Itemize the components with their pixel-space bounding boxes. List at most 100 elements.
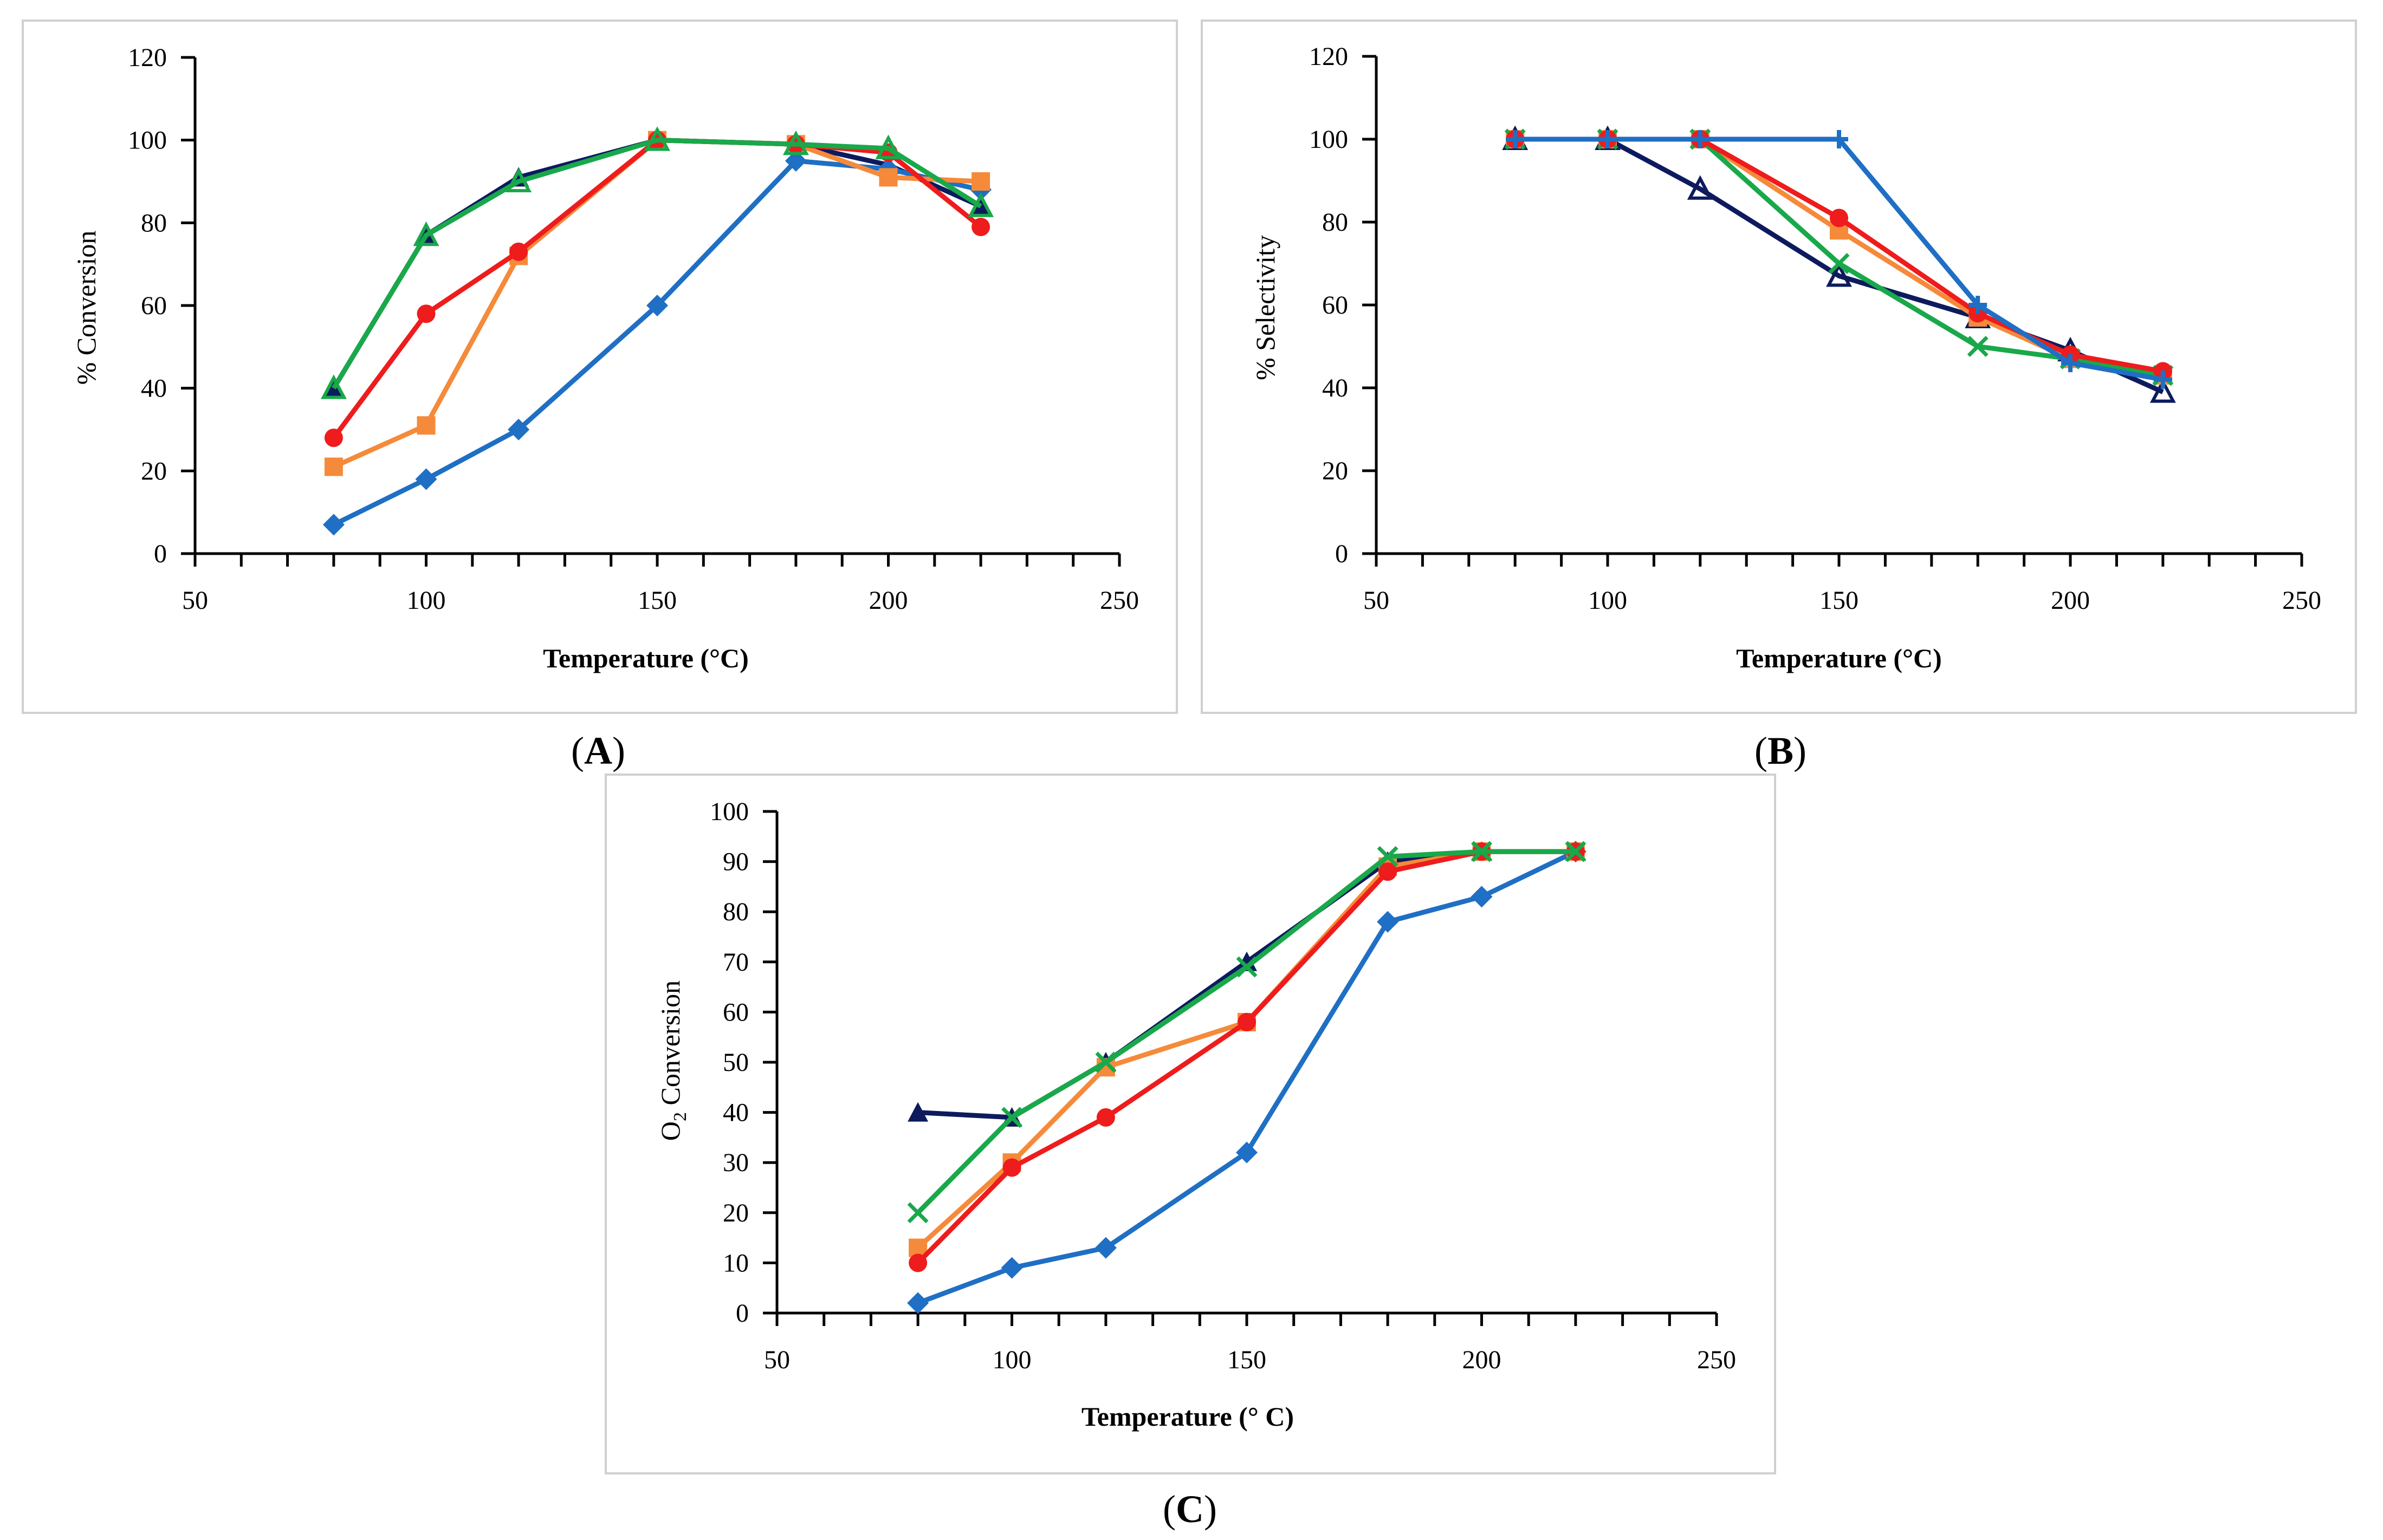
panel-c-point-navy-triangle [1236,951,1257,971]
panel-a-point-green-triangle [506,167,532,192]
panel-a-ylabel: % Conversion [71,231,101,385]
panel-c-point-red-circle [909,1253,928,1272]
panel-c-ylabel-rest: Conversion [655,980,685,1112]
panel-a-point-green-triangle [782,130,809,155]
panel-c-point-blue-diamond [1236,1141,1258,1164]
panel-b-series-blue-plus [1506,130,2172,389]
panel-c-point-green-cross [1095,1051,1117,1073]
panel-a-point-green-triangle [320,374,347,399]
panel-a-point-orange-square [417,416,436,435]
panel-a-x-tick-label: 250 [1100,586,1139,615]
panel-c-caption: (C) [1163,1487,1217,1531]
panel-b-point-navy-hollow-triangle [1687,175,1713,200]
panel-c-ylabel: O2 Conversion [655,980,690,1141]
panel-c-y-tick-label: 50 [723,1048,749,1077]
panel-a-point-blue-diamond [415,468,437,490]
panel-b-point-red-circle [1830,209,1848,228]
panel-c-y-tick-label: 80 [723,898,749,926]
panel-b-series [1502,125,2176,403]
panel-a-chart: 0 20 40 60 80 100 120 50 100 150 200 250 Temperatur… [71,43,1139,673]
panel-b-y-tick-label: 60 [1322,291,1348,320]
panel-b-x-tick-label: 100 [1588,586,1627,615]
panel-a-caption-letter: A [584,729,612,772]
panel-b-ylabel: % Selectivity [1250,235,1280,380]
panel-c-point-green-cross [1471,841,1492,862]
panel-c-y-tick-label: 70 [723,948,749,977]
panel-a-x-tick-label: 200 [869,586,908,615]
panel-b-point-green-cross [1967,336,1989,357]
panel-a-y-tick-label: 20 [141,457,167,485]
panel-a-point-green-triangle [413,221,439,246]
panel-a-x-tick-label: 150 [638,586,677,615]
panel-b-chart: 0 20 40 60 80 100 120 50 100 150 200 250 Temperatur… [1250,42,2321,673]
panel-b-x-tick-label: 250 [2282,586,2321,615]
panel-c-series [907,841,1586,1314]
panel-c-x-tick-label: 100 [993,1346,1032,1374]
panel-c-y-tick-label: 60 [723,998,749,1026]
panel-c-y-tick-label: 0 [736,1299,749,1328]
panel-a-point-green-triangle [644,126,670,151]
panel-c-y-tick-label: 40 [723,1099,749,1127]
panel-a-point-green-triangle [968,192,994,217]
panel-a-point-orange-square [972,172,990,191]
panel-a-point-orange-square [324,457,343,476]
panel-b-y-tick-label: 80 [1322,208,1348,237]
panel-b-x-tick-label: 50 [1363,586,1389,615]
panel-c-x-tick-label: 250 [1697,1346,1736,1374]
panel-c-point-green-cross [907,1202,929,1224]
panel-c-point-green-cross [1377,846,1398,867]
panel-c-x-tick-label: 150 [1227,1346,1266,1374]
panel-b-point-navy-hollow-triangle [2149,378,2176,403]
panel-b-point-blue-plus [2153,370,2172,389]
panel-a-x-tick-label: 50 [182,586,208,615]
panel-a-point-blue-diamond [322,514,345,536]
panel-b-y-tick-label: 0 [1335,540,1348,568]
panel-b-point-blue-plus [2061,354,2080,373]
panel-b-point-navy-hollow-triangle [1826,262,1852,287]
panel-c-y-tick-label: 90 [723,848,749,876]
panel-c-frame [605,774,1776,1474]
panel-a-x-tick-label: 100 [407,586,446,615]
panel-c-point-green-cross [1001,1107,1022,1128]
panel-b-caption-letter: B [1767,729,1793,772]
panel-c-point-blue-diamond [1471,886,1493,908]
panel-c-y-tick-label: 20 [723,1199,749,1227]
panel-b-y-tick-label: 20 [1322,457,1348,485]
panel-c-y-tick-label: 30 [723,1148,749,1177]
panel-b-caption: (B) [1754,729,1806,772]
panel-a-y-tick-label: 120 [128,43,167,72]
panel-a-series [320,126,994,536]
panel-a-y-tick-label: 0 [154,540,167,568]
panel-b-xlabel: Temperature (°C) [1736,643,1942,673]
panel-a-point-red-circle [324,428,343,447]
panel-c-point-red-circle [1096,1108,1115,1127]
panel-c-point-green-cross [1236,956,1258,978]
panel-a-axes: 0 20 40 60 80 100 120 50 100 150 200 250 [128,43,1139,615]
panel-a-point-blue-diamond [646,295,668,316]
panel-c-point-blue-diamond [1377,911,1399,933]
panel-a-y-tick-label: 40 [141,374,167,403]
panel-b-point-blue-plus [1830,130,1848,148]
panel-c-xlabel: Temperature (° C) [1082,1401,1294,1432]
panel-a-point-blue-diamond [508,419,530,440]
panel-c-point-green-cross [1565,841,1586,862]
panel-b-point-blue-plus [1691,130,1709,148]
panel-a-y-tick-label: 80 [141,209,167,237]
panel-b-point-blue-plus [1598,130,1617,148]
panel-a-point-red-circle [972,217,990,236]
panel-a-series-green-triangle [320,126,994,399]
panel-c-point-blue-diamond [1095,1237,1117,1259]
panel-c-point-red-circle [1002,1158,1021,1177]
panel-b-y-tick-label: 120 [1309,42,1348,71]
panel-a-frame [22,20,1178,714]
panel-c-y-tick-label: 10 [723,1249,749,1277]
panel-b-point-green-cross [1828,253,1850,274]
panel-b-y-tick-label: 100 [1309,125,1348,154]
panel-c-y-tick-label: 100 [710,797,749,826]
panel-a-point-red-circle [509,242,528,261]
panel-c-point-red-circle [1378,862,1397,881]
panel-a-point-red-circle [417,304,436,323]
panel-c-point-blue-diamond [907,1292,929,1314]
panel-c-point-red-circle [1238,1012,1256,1031]
